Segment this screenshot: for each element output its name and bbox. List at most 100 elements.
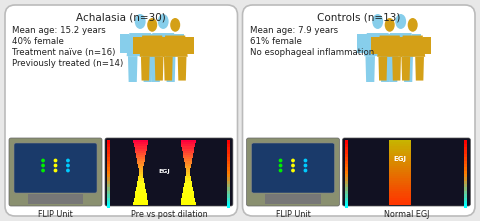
Bar	[181, 198, 195, 200]
Polygon shape	[388, 56, 398, 82]
Bar	[345, 177, 348, 181]
Ellipse shape	[395, 14, 406, 29]
Bar	[389, 140, 411, 143]
Bar	[389, 172, 411, 175]
Text: Controls (n=13): Controls (n=13)	[317, 13, 400, 23]
Polygon shape	[178, 57, 186, 81]
Bar	[464, 143, 468, 147]
Bar	[133, 140, 148, 143]
Bar	[135, 191, 146, 194]
Circle shape	[54, 159, 57, 162]
Bar	[389, 189, 411, 192]
Bar	[227, 184, 230, 187]
FancyBboxPatch shape	[14, 143, 97, 193]
Bar	[227, 194, 230, 198]
Bar	[107, 153, 110, 157]
Bar	[345, 157, 348, 160]
Circle shape	[42, 169, 44, 172]
Bar	[107, 150, 110, 154]
Bar	[464, 197, 468, 201]
Ellipse shape	[147, 18, 157, 32]
Bar	[107, 201, 110, 204]
Bar	[345, 147, 348, 151]
Bar	[389, 176, 411, 179]
Bar	[186, 174, 191, 177]
Bar	[107, 204, 110, 208]
Bar	[136, 189, 146, 192]
Bar	[107, 140, 110, 144]
Bar	[183, 189, 193, 192]
Bar	[180, 202, 196, 205]
Bar	[185, 161, 192, 164]
Polygon shape	[411, 34, 421, 53]
Bar	[227, 170, 230, 174]
Text: Previously treated (n=14): Previously treated (n=14)	[12, 59, 123, 68]
Bar	[107, 160, 110, 164]
Bar	[139, 168, 143, 170]
Bar	[107, 164, 110, 167]
FancyBboxPatch shape	[247, 138, 339, 206]
Bar	[389, 198, 411, 200]
Ellipse shape	[408, 18, 418, 32]
Bar	[389, 153, 411, 155]
Text: 40% female: 40% female	[12, 37, 64, 46]
Polygon shape	[140, 36, 165, 57]
Bar	[107, 174, 110, 177]
Bar	[464, 204, 468, 208]
Bar	[389, 149, 411, 151]
Circle shape	[304, 169, 307, 172]
Bar	[136, 185, 145, 187]
Bar	[389, 191, 411, 194]
Bar	[136, 157, 145, 160]
Bar	[389, 202, 411, 205]
Bar	[389, 181, 411, 183]
Bar	[183, 153, 193, 155]
Polygon shape	[401, 57, 410, 81]
Bar	[389, 147, 411, 149]
Text: EGJ: EGJ	[394, 156, 407, 162]
Bar	[227, 150, 230, 154]
Bar	[389, 170, 411, 173]
Bar	[137, 181, 144, 183]
FancyBboxPatch shape	[343, 138, 470, 206]
Bar	[137, 159, 144, 162]
Bar	[139, 172, 143, 175]
Bar	[265, 194, 321, 204]
Circle shape	[279, 159, 282, 162]
Text: 61% female: 61% female	[250, 37, 301, 46]
Bar	[389, 157, 411, 160]
FancyBboxPatch shape	[9, 138, 102, 206]
Bar	[227, 174, 230, 177]
Circle shape	[54, 169, 57, 172]
Polygon shape	[380, 34, 390, 53]
Bar	[345, 140, 348, 144]
Bar	[345, 164, 348, 167]
Bar	[227, 191, 230, 194]
Polygon shape	[400, 37, 408, 54]
Bar	[136, 153, 146, 155]
Polygon shape	[403, 56, 413, 82]
FancyBboxPatch shape	[105, 138, 233, 206]
Bar	[181, 200, 195, 202]
Bar	[137, 161, 144, 164]
Circle shape	[42, 164, 44, 167]
Bar	[181, 144, 195, 147]
Bar	[135, 149, 147, 151]
Bar	[389, 168, 411, 170]
Text: Pre vs post dilation: Pre vs post dilation	[131, 210, 207, 219]
Ellipse shape	[384, 18, 395, 32]
Bar	[181, 142, 195, 145]
Bar	[464, 153, 468, 157]
Bar	[227, 157, 230, 160]
Polygon shape	[415, 57, 424, 81]
Bar	[345, 150, 348, 154]
Bar	[389, 144, 411, 147]
Bar	[185, 164, 191, 166]
Bar	[183, 187, 193, 190]
Polygon shape	[141, 57, 150, 81]
Bar	[107, 177, 110, 181]
Bar	[389, 193, 411, 196]
Bar	[107, 147, 110, 151]
Bar	[227, 180, 230, 184]
Ellipse shape	[135, 14, 145, 29]
